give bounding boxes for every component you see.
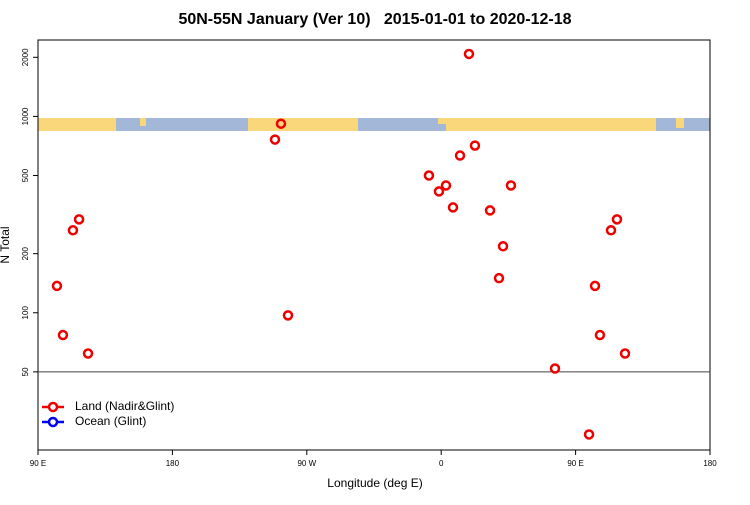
y-tick-label: 500 [21,168,30,182]
point [73,214,85,225]
legend-marker [47,416,59,428]
point [594,329,606,341]
point [51,280,63,292]
point [549,363,561,374]
point [82,348,94,359]
y-tick-label: 200 [21,246,30,260]
x-axis-label: Longitude (deg E) [327,476,422,490]
y-tick-label: 50 [21,367,30,376]
point [619,348,631,359]
point [589,280,601,292]
y-axis-label: N Total [0,226,12,263]
y-tick-label: 2000 [21,48,30,66]
legend-label: Land (Nadir&Glint) [75,399,174,413]
point [505,180,517,191]
point [611,214,623,225]
point [583,429,595,440]
point [423,170,435,181]
chart-title: 50N-55N January (Ver 10) 2015-01-01 to 2… [178,11,571,28]
point [454,150,466,161]
point [269,134,281,145]
x-tick-label: 90 E [567,459,583,468]
point [484,205,496,216]
point [275,118,287,129]
x-tick-label: 180 [703,459,717,468]
x-tick-label: 180 [166,459,180,468]
y-tick-label: 100 [21,306,30,320]
point [497,241,509,252]
x-tick-label: 90 W [297,459,316,468]
point [447,202,459,213]
point [440,180,452,191]
point [57,329,69,341]
land-ocean-strip [38,118,710,131]
point [433,186,445,197]
x-tick-label: 0 [439,459,444,468]
y-tick-label: 1000 [21,107,30,125]
point [67,225,79,236]
x-tick-label: 90 E [30,459,46,468]
point [469,140,481,151]
legend-marker [47,401,59,413]
point [282,310,294,321]
point [605,225,617,236]
point [493,272,505,284]
legend-label: Ocean (Glint) [75,414,146,428]
point [463,48,475,60]
plot-frame [37,39,711,451]
